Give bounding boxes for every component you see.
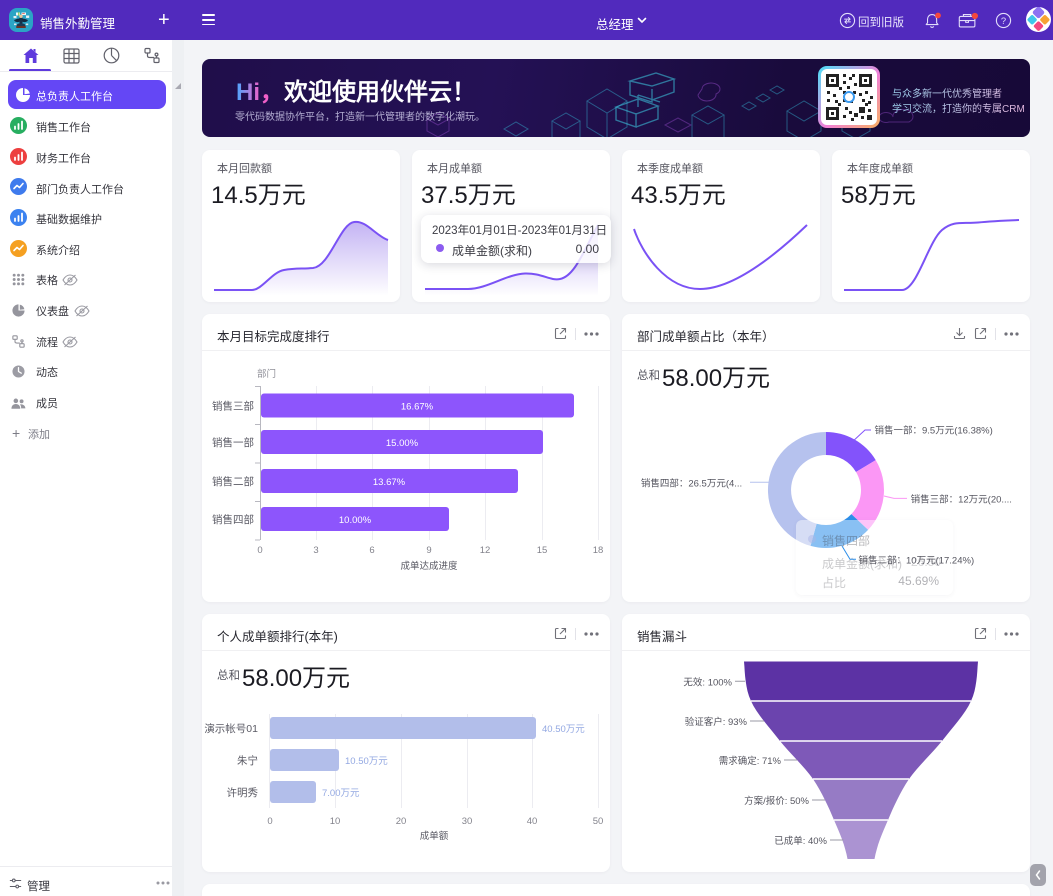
svg-text:销售一部：9.5万元(16.38%): 销售一部：9.5万元(16.38%) [875,424,993,436]
svg-text:方案/报价: 50%: 方案/报价: 50% [744,795,809,807]
svg-text:验证客户: 93%: 验证客户: 93% [685,716,748,728]
svg-text:成单额: 成单额 [420,830,449,842]
svg-text:朱宁: 朱宁 [237,754,258,767]
svg-text:15.00%: 15.00% [386,438,419,449]
svg-text:20: 20 [396,816,407,827]
svg-text:7.00万元: 7.00万元 [322,788,360,799]
svg-text:成单达成进度: 成单达成进度 [400,560,458,572]
svg-text:10.00%: 10.00% [339,515,372,526]
svg-text:3: 3 [313,545,318,556]
svg-text:销售四部: 销售四部 [212,513,254,526]
svg-text:许明秀: 许明秀 [227,786,259,799]
svg-text:12: 12 [480,545,491,556]
svg-text:13.67%: 13.67% [373,477,406,488]
svg-text:9: 9 [426,545,431,556]
svg-text:销售三部：12万元(20....: 销售三部：12万元(20.... [911,493,1012,505]
svg-text:无效: 100%: 无效: 100% [683,676,732,688]
svg-text:销售三部: 销售三部 [212,400,254,413]
svg-text:0: 0 [267,816,272,827]
svg-text:18: 18 [593,545,604,556]
svg-text:16.67%: 16.67% [401,402,434,413]
svg-text:演示帐号01: 演示帐号01 [204,722,258,735]
svg-text:50: 50 [593,816,604,827]
svg-text:?: ? [1001,16,1006,27]
svg-text:30: 30 [462,816,473,827]
svg-text:已成单: 40%: 已成单: 40% [774,835,827,847]
svg-text:15: 15 [537,545,548,556]
svg-text:10: 10 [330,816,341,827]
svg-text:40.50万元: 40.50万元 [542,724,585,735]
svg-text:销售二部：10万元(17.24%): 销售二部：10万元(17.24%) [859,554,975,566]
svg-text:0: 0 [257,545,262,556]
svg-text:销售一部: 销售一部 [212,436,254,449]
svg-text:6: 6 [369,545,374,556]
svg-text:销售二部: 销售二部 [212,475,254,488]
svg-text:销售四部：26.5万元(4...: 销售四部：26.5万元(4... [641,477,742,489]
svg-text:需求确定: 71%: 需求确定: 71% [719,755,782,767]
svg-text:10.50万元: 10.50万元 [345,756,388,767]
svg-text:40: 40 [527,816,538,827]
